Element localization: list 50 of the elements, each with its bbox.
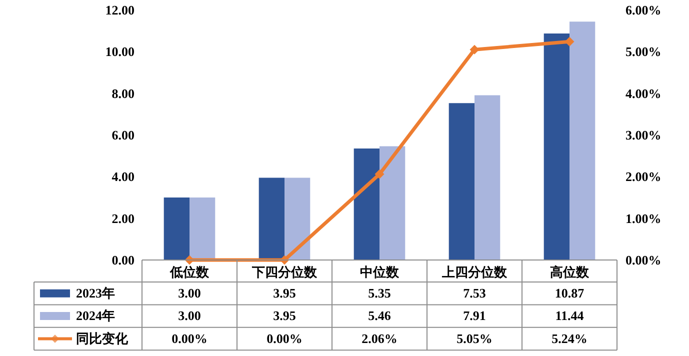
bar [354,148,380,260]
data-label: 7.53 [463,285,486,300]
x-tick-label: 中位数 [360,264,400,280]
y2-tick-label: 0.00% [626,252,662,268]
legend-label: 2023年 [76,285,115,300]
data-label: 10.87 [554,285,585,300]
data-label: 0.00% [266,330,302,346]
data-label: 11.44 [555,308,584,324]
y-tick-label: 0.00 [112,252,134,268]
x-tick-label: 低位数 [169,264,210,280]
y-tick-label: 4.00 [112,169,134,184]
y2-tick-label: 6.00% [626,2,662,18]
bar [380,146,406,260]
point [564,36,574,46]
point [374,169,384,179]
y2-tick-label: 4.00% [626,86,662,101]
point [470,44,480,54]
y-tick-label: 6.00 [112,128,134,142]
x-tick-label: 上四分位数 [441,264,508,280]
bar [544,34,570,260]
data-label: 3.00 [178,308,201,324]
x-tick-label: 下四分位数 [251,264,318,280]
data-label: 3.95 [273,308,296,324]
bar [448,103,474,260]
y-tick-label: 12.00 [105,2,134,18]
legend-label: 2024年 [76,308,115,324]
bar [474,95,500,260]
data-label: 5.24% [552,330,588,346]
data-label: 0.00% [172,330,208,346]
y2-tick-label: 5.00% [626,44,662,60]
y2-tick-label: 3.00% [626,128,662,142]
bar [570,22,596,260]
bar [190,198,216,260]
bar [284,178,310,260]
data-label: 3.95 [273,285,296,300]
data-label: 5.46 [368,308,392,324]
legend-label: 同比变化 [76,330,129,346]
data-label: 7.91 [463,308,486,324]
bar [258,178,284,260]
data-label: 5.05% [456,330,492,346]
data-label: 5.35 [368,285,392,300]
y-tick-label: 10.00 [105,44,134,60]
data-label: 3.00 [178,285,201,300]
data-label: 2.06% [362,330,398,346]
bar [164,198,190,260]
y-tick-label: 8.00 [112,86,134,101]
x-tick-label: 高位数 [550,264,590,280]
y2-tick-label: 1.00% [626,210,662,226]
y-tick-label: 2.00 [112,210,134,226]
y2-tick-label: 2.00% [626,169,662,184]
